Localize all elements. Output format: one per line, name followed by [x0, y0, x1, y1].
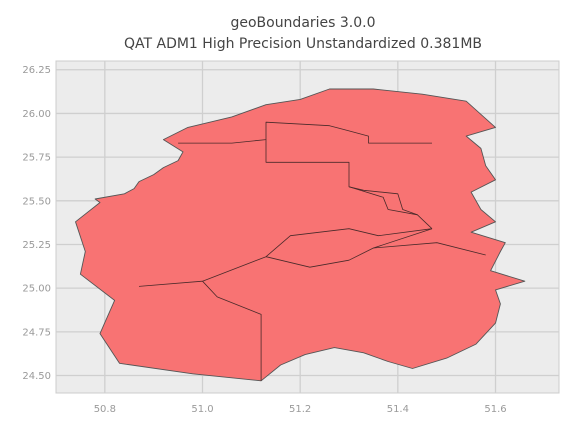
y-tick-label: 26.25 [22, 65, 51, 76]
region-boundary-0 [178, 121, 432, 144]
x-tick-label: 51.4 [387, 404, 409, 415]
region-boundary-1 [265, 139, 433, 229]
y-axis-tick-labels: 24.50 24.75 25.00 25.25 25.50 25.75 26.00 26.25 [22, 65, 51, 382]
map-title: geoBoundaries 3.0.0 [230, 15, 375, 31]
region-boundary-2 [348, 186, 418, 216]
y-tick-label: 25.00 [22, 284, 51, 295]
y-tick-label: 25.75 [22, 153, 51, 164]
region-boundary-5 [265, 228, 433, 268]
region-boundary-4 [202, 280, 262, 381]
qatar-adm1-regions [75, 88, 526, 382]
map-subtitle: QAT ADM1 High Precision Unstandardized 0… [124, 36, 482, 52]
y-tick-label: 25.25 [22, 240, 51, 251]
region-boundary-6 [373, 242, 486, 256]
y-tick-label: 26.00 [22, 109, 51, 120]
y-tick-label: 24.50 [22, 371, 51, 382]
x-tick-label: 51.6 [484, 404, 506, 415]
x-tick-label: 50.8 [94, 404, 116, 415]
y-tick-label: 25.50 [22, 196, 51, 207]
y-tick-label: 24.75 [22, 327, 51, 338]
x-tick-label: 51.0 [191, 404, 213, 415]
x-axis-tick-labels: 50.8 51.0 51.2 51.4 51.6 [94, 404, 507, 415]
x-tick-label: 51.2 [289, 404, 311, 415]
